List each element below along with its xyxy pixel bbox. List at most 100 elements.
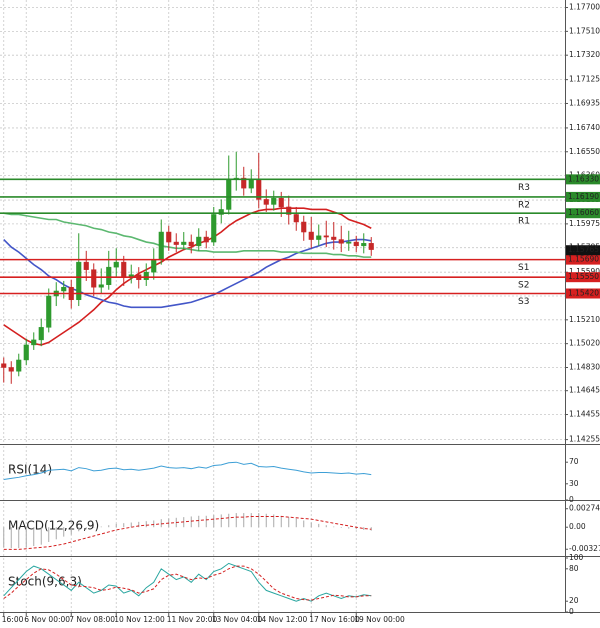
y-tick-label: 1.14645 xyxy=(569,386,600,395)
candle-body xyxy=(121,261,127,278)
y-tick-label: 1.16550 xyxy=(569,147,600,156)
x-tick-label: 6 Nov 00:00 xyxy=(24,615,70,624)
level-label: 1.16330 xyxy=(568,174,599,183)
candle-body xyxy=(331,236,337,240)
level-name: S2 xyxy=(518,281,529,291)
candle-body xyxy=(98,284,104,288)
candle-body xyxy=(316,235,322,240)
level-label: 1.15690 xyxy=(568,255,599,264)
candle-body xyxy=(278,197,284,208)
candle-body xyxy=(173,241,179,245)
level-name: R1 xyxy=(518,217,530,227)
candle-body xyxy=(158,231,164,260)
candle-body xyxy=(286,206,292,215)
candle-body xyxy=(346,241,352,244)
y-tick-label: 30 xyxy=(569,479,579,488)
indicator-line xyxy=(3,562,372,602)
candle-body xyxy=(166,231,172,243)
candle-body xyxy=(38,327,44,341)
candle-body xyxy=(31,339,37,346)
y-tick-label: 1.17320 xyxy=(569,50,600,59)
indicator-line xyxy=(3,461,372,480)
candle-body xyxy=(181,241,187,245)
x-tick-label: 14 Nov 12:00 xyxy=(257,615,308,624)
candle-body xyxy=(241,177,247,189)
candle-body xyxy=(196,236,202,247)
candle-body xyxy=(218,209,224,215)
candle-body xyxy=(46,295,52,328)
y-tick-label: 1.15210 xyxy=(569,315,600,324)
candle-body xyxy=(8,367,14,372)
y-tick-label: 80 xyxy=(569,564,579,573)
y-tick-label: 1.14255 xyxy=(569,435,600,444)
y-tick-label: 1.15590 xyxy=(569,267,600,276)
indicator-line xyxy=(3,565,372,601)
moving-average xyxy=(3,238,372,309)
candle-body xyxy=(16,359,22,372)
candle-body xyxy=(91,269,97,288)
pane-title: Stoch(9,6,3) xyxy=(8,575,82,589)
pane-title: RSI(14) xyxy=(8,463,52,477)
candle-body xyxy=(301,221,307,233)
indicator-line xyxy=(3,515,372,550)
y-tick-label: 1.14830 xyxy=(569,362,600,371)
y-tick-label: 0.00 xyxy=(569,522,586,531)
level-name: S1 xyxy=(518,263,529,273)
moving-average xyxy=(3,212,372,258)
y-tick-label: 1.16935 xyxy=(569,98,600,107)
candle-body xyxy=(248,179,254,189)
candle-body xyxy=(1,363,7,368)
level-box xyxy=(566,174,600,185)
candle-body xyxy=(226,179,232,210)
x-tick-label: 7 Nov 08:00 xyxy=(69,615,115,624)
price-label: 1.15765 xyxy=(568,245,599,254)
y-tick-label: 20 xyxy=(569,596,579,605)
y-tick-label: 1.15975 xyxy=(569,219,600,228)
candle-body xyxy=(271,197,277,205)
level-name: R2 xyxy=(518,200,530,210)
level-box xyxy=(566,191,600,202)
x-tick-label: 13 Nov 04:00 xyxy=(212,615,263,624)
level-label: 1.15550 xyxy=(568,272,599,281)
y-tick-label: 0.002749 xyxy=(569,504,600,513)
candle-body xyxy=(361,243,367,247)
y-tick-label: 1.17125 xyxy=(569,75,600,84)
y-tick-label: 1.16740 xyxy=(569,123,600,132)
candle-body xyxy=(83,261,89,270)
candle-body xyxy=(203,236,209,243)
y-tick-label: 1.17700 xyxy=(569,3,600,12)
y-tick-label: 70 xyxy=(569,457,579,466)
x-tick-label: 17 Nov 16:00 xyxy=(309,615,360,624)
price-box xyxy=(566,245,600,256)
level-box xyxy=(566,288,600,299)
candle-body xyxy=(113,261,119,268)
candle-body xyxy=(61,286,67,292)
candle-body xyxy=(308,231,314,240)
candle-body xyxy=(263,199,269,205)
candle-body xyxy=(293,214,299,223)
candle-body xyxy=(338,239,344,244)
x-tick-label: 10 Nov 12:00 xyxy=(114,615,165,624)
x-tick-label: 16:00 xyxy=(2,615,24,624)
candle-body xyxy=(211,214,217,243)
y-tick-label: 1.17510 xyxy=(569,26,600,35)
candle-body xyxy=(143,271,149,280)
candle-body xyxy=(151,259,157,273)
candle-body xyxy=(23,344,29,361)
candle-body xyxy=(353,241,359,247)
level-box xyxy=(566,208,600,219)
y-tick-label: -0.003275 xyxy=(569,544,600,553)
level-label: 1.16060 xyxy=(568,208,599,217)
level-box xyxy=(566,272,600,283)
pane-title: MACD(12,26,9) xyxy=(8,519,99,533)
y-tick-label: 100 xyxy=(569,553,584,562)
candle-body xyxy=(76,261,82,301)
x-tick-label: 11 Nov 20:00 xyxy=(167,615,218,624)
candle-body xyxy=(106,266,112,285)
y-tick-label: 0 xyxy=(569,607,574,616)
y-tick-label: 1.14455 xyxy=(569,410,600,419)
y-tick-label: 1.15020 xyxy=(569,339,600,348)
level-name: S3 xyxy=(518,297,529,307)
level-name: R3 xyxy=(518,183,530,193)
